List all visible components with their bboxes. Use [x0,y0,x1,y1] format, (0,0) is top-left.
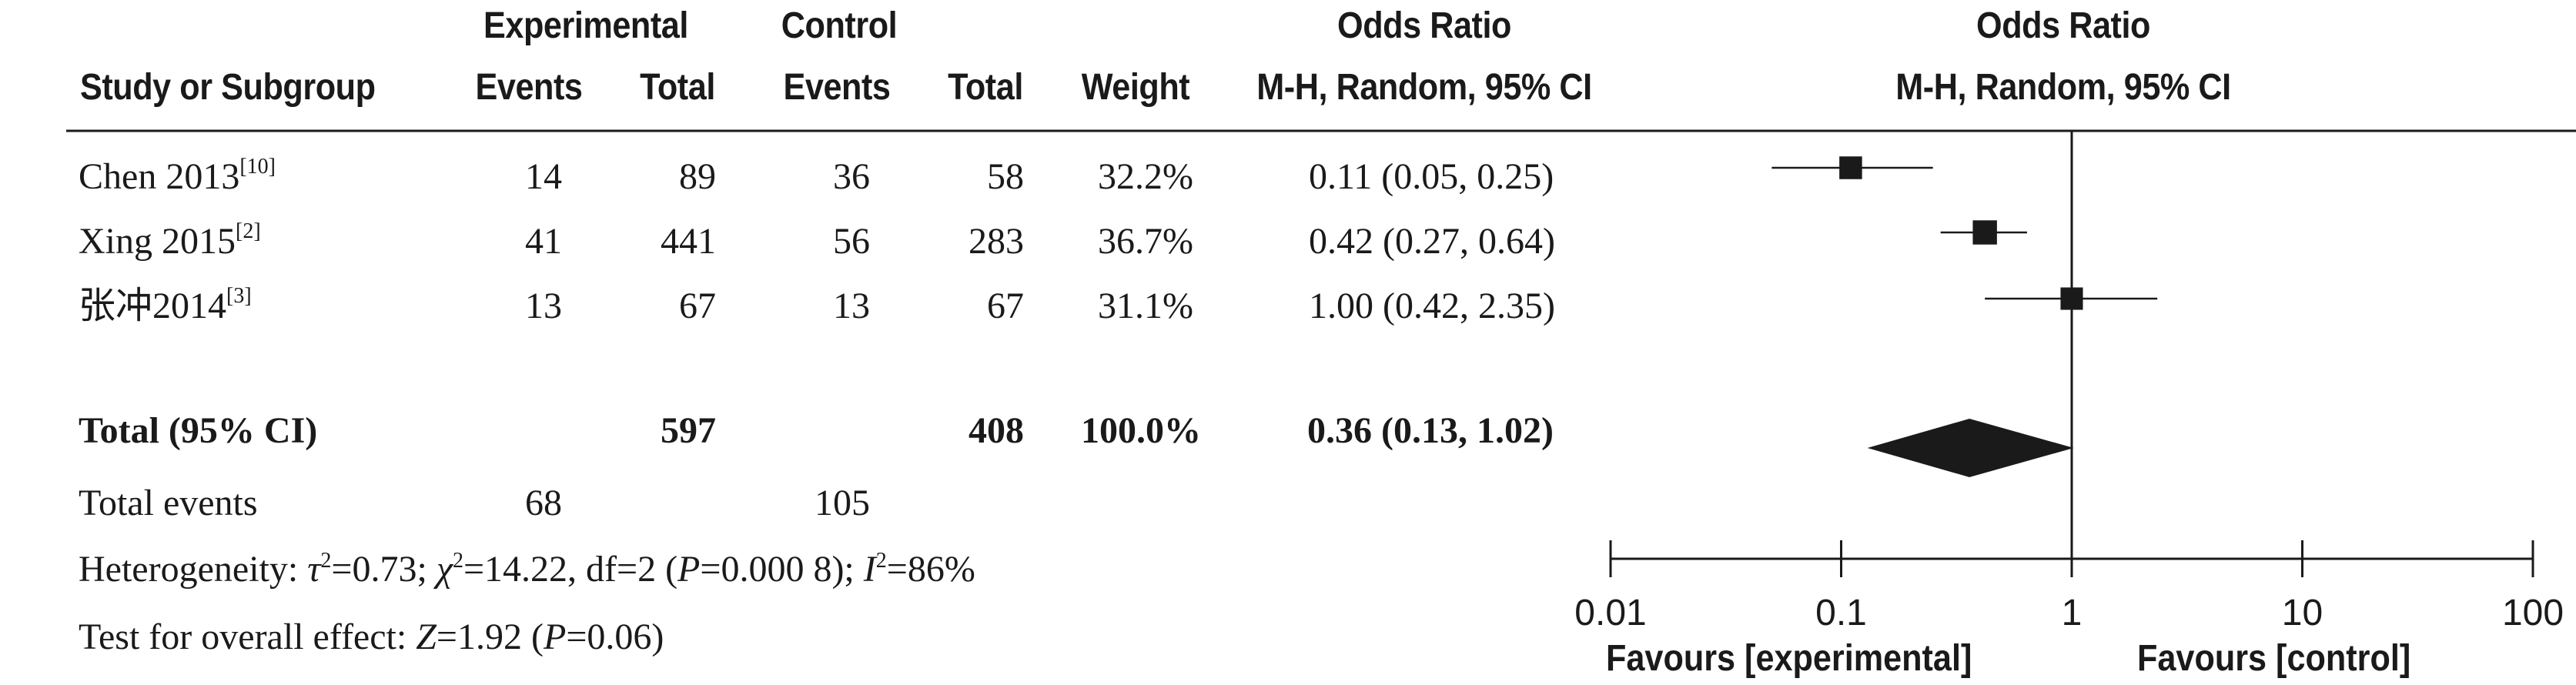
ctl-events: 36 [833,156,870,197]
exp-total: 441 [661,221,716,262]
col-exp-events-header: Events [475,67,583,108]
total-exp-total: 597 [661,410,716,451]
col-exp-total-header: Total [640,67,715,108]
total-weight: 100.0% [1081,410,1201,451]
total-ctl-total: 408 [969,410,1024,451]
col-study-header: Study or Subgroup [80,67,376,108]
x-axis-tick-label: 100 [2502,593,2564,633]
study-ci: 0.42 (0.27, 0.64) [1309,221,1555,262]
or-column-title: Odds Ratio [1337,5,1511,46]
total-events-exp: 68 [525,483,562,523]
total-ci: 0.36 (0.13, 1.02) [1307,410,1554,451]
study-name: 张冲2014[3] [79,284,252,326]
plot-title: Odds Ratio [1976,5,2150,46]
study-ci: 1.00 (0.42, 2.35) [1309,286,1555,326]
col-ctl-total-header: Total [948,67,1023,108]
study-name: Xing 2015[2] [79,219,261,262]
overall-effect-text: Test for overall effect: Z=1.92 (P=0.06) [79,616,664,657]
study-reference: [10] [239,155,276,179]
x-axis-tick-label: 10 [2282,593,2323,633]
group-experimental-header: Experimental [483,5,688,46]
x-axis-tick-label: 0.1 [1815,593,1867,633]
study-weight: 31.1% [1098,286,1193,326]
exp-events: 13 [525,286,562,326]
x-axis-tick-label: 0.01 [1574,593,1646,633]
col-weight-header: Weight [1081,67,1190,108]
study-name: Chen 2013[10] [79,155,276,197]
heterogeneity-text: Heterogeneity: τ2=0.73; χ2=14.22, df=2 (… [79,549,975,590]
x-axis-tick-label: 1 [2062,593,2083,633]
exp-total: 89 [679,156,716,197]
study-point-marker [1972,220,1997,245]
total-events-label: Total events [79,483,258,523]
group-control-header: Control [781,5,898,46]
col-ctl-events-header: Events [783,67,891,108]
pooled-estimate-diamond [1867,419,2074,477]
study-reference: [2] [236,219,261,243]
ctl-events: 56 [833,221,870,262]
exp-events: 41 [525,221,562,262]
ctl-total: 283 [969,221,1024,262]
plot-method: M-H, Random, 95% CI [1895,67,2231,108]
study-weight: 32.2% [1098,156,1193,197]
exp-total: 67 [679,286,716,326]
total-events-ctl: 105 [815,483,870,523]
study-weight: 36.7% [1098,221,1193,262]
favours-experimental-label: Favours [experimental] [1606,638,1972,679]
ctl-total: 58 [987,156,1024,197]
or-column-method: M-H, Random, 95% CI [1256,67,1592,108]
exp-events: 14 [525,156,562,197]
ctl-events: 13 [833,286,870,326]
total-label: Total (95% CI) [79,410,318,451]
ctl-total: 67 [987,286,1024,326]
study-ci: 0.11 (0.05, 0.25) [1309,156,1554,197]
favours-control-label: Favours [control] [2137,638,2411,679]
study-point-marker [2060,287,2083,310]
study-point-marker [1839,156,1862,179]
study-reference: [3] [226,284,252,308]
